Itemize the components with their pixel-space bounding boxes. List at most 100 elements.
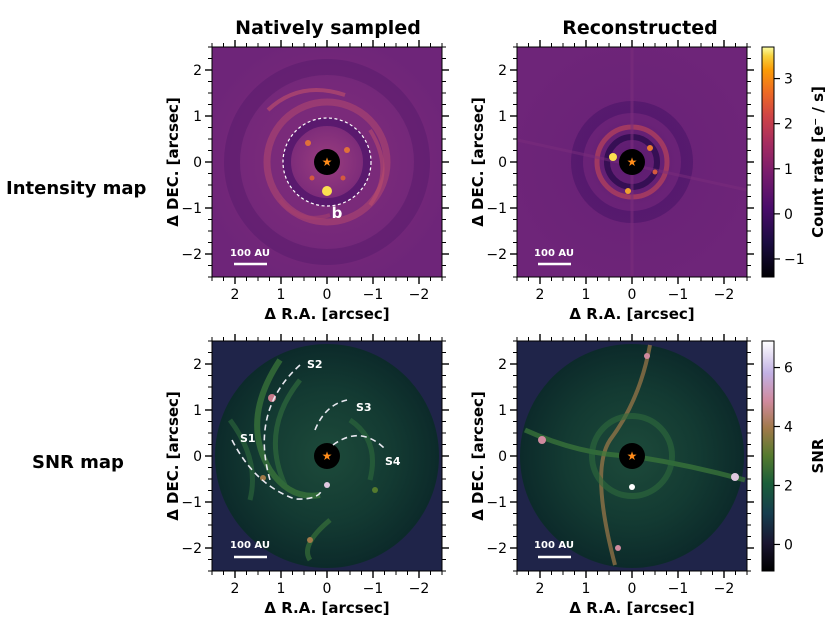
y-tick-label: 0 [193,155,202,171]
y-tick-label: −1 [181,495,202,511]
star-icon: ★ [627,449,638,463]
intensity-colorbar: Count rate [e⁻ / s] [761,46,827,278]
x-tick-label: −1 [668,581,689,597]
x-tick-label: 2 [231,581,240,597]
y-axis-label: Δ DEC. [arcsec] [469,391,487,521]
intensity-colorbar-tick-label: −1 [784,252,805,268]
y-tick-label: 0 [498,155,507,171]
y-tick-label: 1 [193,109,202,125]
x-tick-label: 0 [323,581,332,597]
scale-bar-label: 100 AU [230,540,270,551]
snr-colorbar: SNR [761,340,827,572]
spiral-s4 [332,434,385,449]
column-title-native: Natively sampled [235,17,421,39]
intensity-colorbar-tick-label: 1 [784,162,793,178]
y-tick-label: 1 [498,109,507,125]
y-tick-label: 2 [193,357,202,373]
intensity-native-texture [224,59,430,265]
axes-snr-native: 2 1 0 −1 −2 −2 −1 0 1 2 Δ R.A. [arcsec] Δ DEC. [arc… [164,334,449,617]
axes-intensity-native: 2 1 0 −1 −2 −2 −1 0 1 2 Δ R.A. [arcsec] Δ DEC. [arc… [164,40,449,323]
x-tick-label: 0 [628,287,637,303]
x-tick-label: 0 [628,581,637,597]
x-tick-label: 1 [277,287,286,303]
y-tick-label: −2 [181,541,202,557]
planet-label: b [332,204,343,222]
panel-intensity-native: b ★ 100 AU [211,46,443,278]
spiral-label-s4: S4 [385,455,401,468]
panel-intensity-reconstructed: ★ 100 AU [516,46,748,278]
panel-snr-native: ★ S1 S2 S3 S4 100 AU [211,340,443,572]
colorbar-ticks-layer: −1 0 1 2 3 0 2 4 6 [774,72,805,553]
spiral-label-s1: S1 [240,432,256,445]
x-tick-label: 1 [277,581,286,597]
star-icon: ★ [627,155,638,169]
snr-colorbar-tick-label: 6 [784,361,793,377]
x-tick-label: −2 [714,287,735,303]
x-axis-label: Δ R.A. [arcsec] [264,599,389,617]
axes-layer: 2 1 0 −1 −2 −2 −1 0 1 2 Δ R.A. [arcsec] Δ DEC. [arc… [164,40,754,617]
x-tick-label: −2 [409,287,430,303]
annulus-circle [282,117,372,207]
intensity-colorbar-gradient [761,46,775,278]
snr-colorbar-tick-label: 4 [784,420,793,436]
scale-bar-label: 100 AU [534,248,574,259]
scale-bar-label: 100 AU [230,248,270,259]
row-title-intensity: Intensity map [6,178,147,199]
coronagraph-mask [314,149,340,175]
x-tick-label: 2 [536,581,545,597]
spiral-s1 [231,439,323,500]
y-tick-label: 0 [193,449,202,465]
intensity-colorbar-tick-label: 3 [784,72,793,88]
x-tick-label: 0 [323,287,332,303]
y-axis-label: Δ DEC. [arcsec] [469,97,487,227]
x-tick-label: 2 [536,287,545,303]
spiral-label-s3: S3 [356,401,372,414]
x-tick-label: 1 [582,287,591,303]
y-tick-label: −1 [181,201,202,217]
x-tick-label: −1 [668,287,689,303]
y-axis-label: Δ DEC. [arcsec] [164,391,182,521]
x-tick-label: 1 [582,581,591,597]
snr-colorbar-tick-label: 0 [784,537,793,553]
snr-colorbar-tick-label: 2 [784,478,793,494]
y-tick-label: −2 [486,247,507,263]
x-axis-label: Δ R.A. [arcsec] [569,305,694,323]
x-axis-label: Δ R.A. [arcsec] [569,599,694,617]
intensity-colorbar-tick-label: 0 [784,207,793,223]
y-tick-label: −1 [486,495,507,511]
coronagraph-mask [314,443,340,469]
spiral-tracks [231,364,385,500]
star-icon: ★ [322,155,333,169]
spiral-s3 [314,399,348,431]
y-tick-label: −2 [181,247,202,263]
star-icon: ★ [322,449,333,463]
y-tick-label: −2 [486,541,507,557]
x-tick-label: 2 [231,287,240,303]
intensity-colorbar-tick-label: 2 [784,117,793,133]
y-axis-label: Δ DEC. [arcsec] [164,97,182,227]
planet-b-blob [322,186,332,196]
y-tick-label: 1 [498,403,507,419]
y-tick-label: 0 [498,449,507,465]
snr-colorbar-gradient [761,340,775,572]
row-title-snr: SNR map [32,452,124,473]
coronagraph-mask [619,443,645,469]
x-tick-label: −1 [363,287,384,303]
y-tick-label: 1 [193,403,202,419]
y-tick-label: 2 [193,63,202,79]
y-tick-label: 2 [498,357,507,373]
panel-snr-reconstructed: ★ 100 AU [516,340,748,572]
axes-snr-reconstructed: 2 1 0 −1 −2 −2 −1 0 1 2 Δ R.A. [arcsec] Δ DEC. [arc… [469,334,754,617]
x-axis-label: Δ R.A. [arcsec] [264,305,389,323]
x-tick-label: −2 [714,581,735,597]
axes-intensity-reconstructed: 2 1 0 −1 −2 −2 −1 0 1 2 Δ R.A. [arcsec] Δ DEC. [arc… [469,40,754,323]
intensity-colorbar-label: Count rate [e⁻ / s] [809,86,827,238]
coronagraph-mask [619,149,645,175]
spiral-s2 [263,364,301,481]
spiral-label-s2: S2 [307,358,323,371]
snr-colorbar-label: SNR [809,438,827,473]
x-tick-label: −1 [363,581,384,597]
scale-bar-label: 100 AU [534,540,574,551]
y-tick-label: 2 [498,63,507,79]
